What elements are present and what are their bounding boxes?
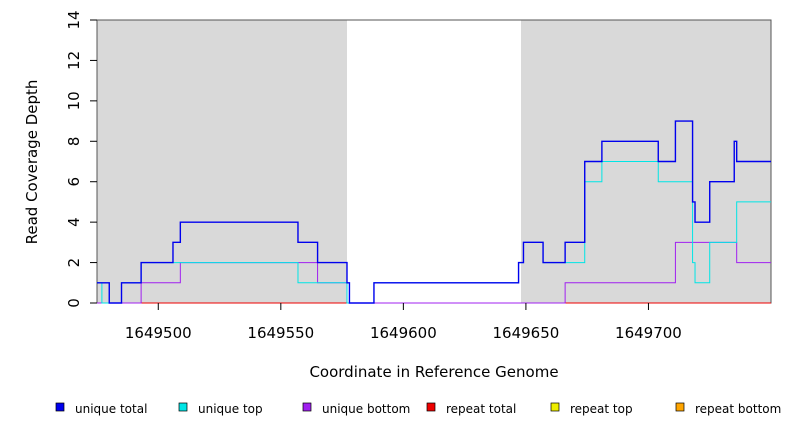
legend-swatch: [550, 402, 560, 412]
y-tick-label: 6: [65, 177, 83, 187]
legend-item-unique-top: unique top: [178, 402, 263, 416]
legend-item-unique-total: unique total: [55, 402, 147, 416]
legend-swatch: [675, 402, 685, 412]
y-tick-label: 4: [65, 217, 83, 227]
legend-item-repeat-top: repeat top: [550, 402, 633, 416]
y-tick-label: 2: [65, 258, 83, 268]
legend-item-repeat-total: repeat total: [426, 402, 516, 416]
x-tick-label: 1649650: [493, 324, 560, 342]
x-axis: 1649500 1649550 1649600 1649650 1649700: [125, 303, 682, 342]
y-axis: 0 2 4 6 8 10 12 14: [65, 10, 97, 308]
series-line-unique-total: [97, 120, 771, 304]
y-tick-label: 12: [65, 51, 83, 70]
shaded-region-1: [97, 20, 347, 303]
legend-swatch: [55, 402, 65, 412]
legend-label: repeat top: [570, 402, 633, 416]
x-tick-label: 1649600: [370, 324, 437, 342]
legend-item-repeat-bottom: repeat bottom: [675, 402, 781, 416]
x-tick-label: 1649700: [615, 324, 682, 342]
y-tick-label: 14: [65, 10, 83, 29]
legend-swatch: [302, 402, 312, 412]
legend: unique total unique top unique bottom repea…: [55, 402, 781, 416]
series-lines: [97, 120, 771, 304]
y-axis-title: Read Coverage Depth: [23, 80, 41, 245]
x-tick-label: 1649550: [247, 324, 314, 342]
legend-item-unique-bottom: unique bottom: [302, 402, 410, 416]
legend-label: unique top: [198, 402, 263, 416]
x-tick-label: 1649500: [125, 324, 192, 342]
legend-label: repeat bottom: [695, 402, 781, 416]
y-tick-label: 10: [65, 91, 83, 110]
legend-label: repeat total: [446, 402, 516, 416]
legend-label: unique bottom: [322, 402, 410, 416]
y-tick-label: 8: [65, 137, 83, 147]
legend-label: unique total: [75, 402, 147, 416]
x-axis-title: Coordinate in Reference Genome: [309, 363, 558, 381]
legend-swatch: [178, 402, 188, 412]
y-tick-label: 0: [65, 298, 83, 308]
legend-swatch: [426, 402, 436, 412]
